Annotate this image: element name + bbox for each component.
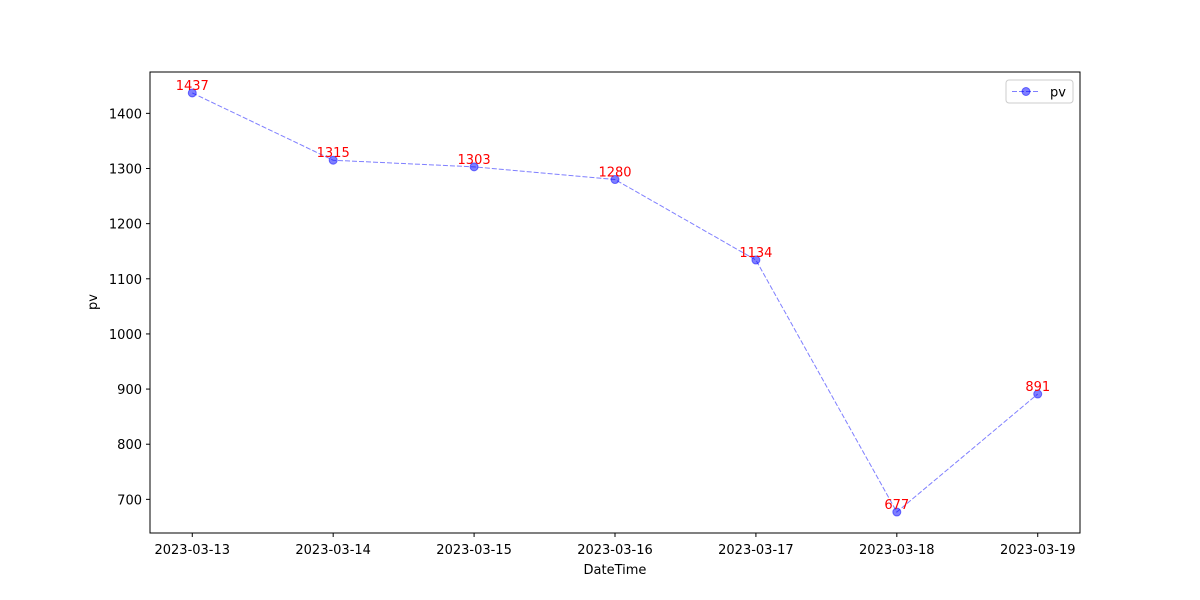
point [1033, 389, 1043, 399]
y-tick-label: 1100 [109, 273, 142, 288]
x-tick-label: 2023-03-19 [1000, 543, 1076, 558]
legend-box [1005, 79, 1074, 104]
y-axis-label: pv [86, 294, 101, 310]
value-label: 1315 [317, 146, 350, 161]
x-tick-label: 2023-03-18 [859, 543, 935, 558]
y-tick-label: 700 [117, 493, 142, 508]
plot-frame [149, 71, 1081, 534]
value-label: 677 [884, 498, 909, 513]
point [892, 507, 902, 517]
legend-marker [1021, 87, 1031, 96]
x-axis-label: DateTime [584, 563, 647, 578]
point [610, 175, 620, 185]
value-label: 1134 [739, 246, 772, 261]
y-tick-label: 900 [117, 383, 142, 398]
point [187, 88, 197, 98]
x-tick-label: 2023-03-16 [577, 543, 653, 558]
y-tick-label: 800 [117, 438, 142, 453]
y-tick-label: 1200 [109, 218, 142, 233]
point [751, 255, 761, 265]
legend-label: pv [1050, 86, 1066, 101]
point [469, 162, 479, 172]
y-tick-label: 1000 [109, 328, 142, 343]
value-label: 891 [1025, 380, 1050, 395]
x-tick-label: 2023-03-17 [718, 543, 794, 558]
point [328, 155, 338, 165]
y-tick-label: 1400 [109, 107, 142, 122]
value-label: 1303 [458, 153, 491, 168]
x-tick-label: 2023-03-14 [295, 543, 371, 558]
value-label: 1280 [598, 166, 631, 181]
y-tick-label: 1300 [109, 163, 142, 178]
value-label: 1437 [176, 79, 209, 94]
x-tick-label: 2023-03-13 [154, 543, 230, 558]
x-tick-label: 2023-03-15 [436, 543, 512, 558]
